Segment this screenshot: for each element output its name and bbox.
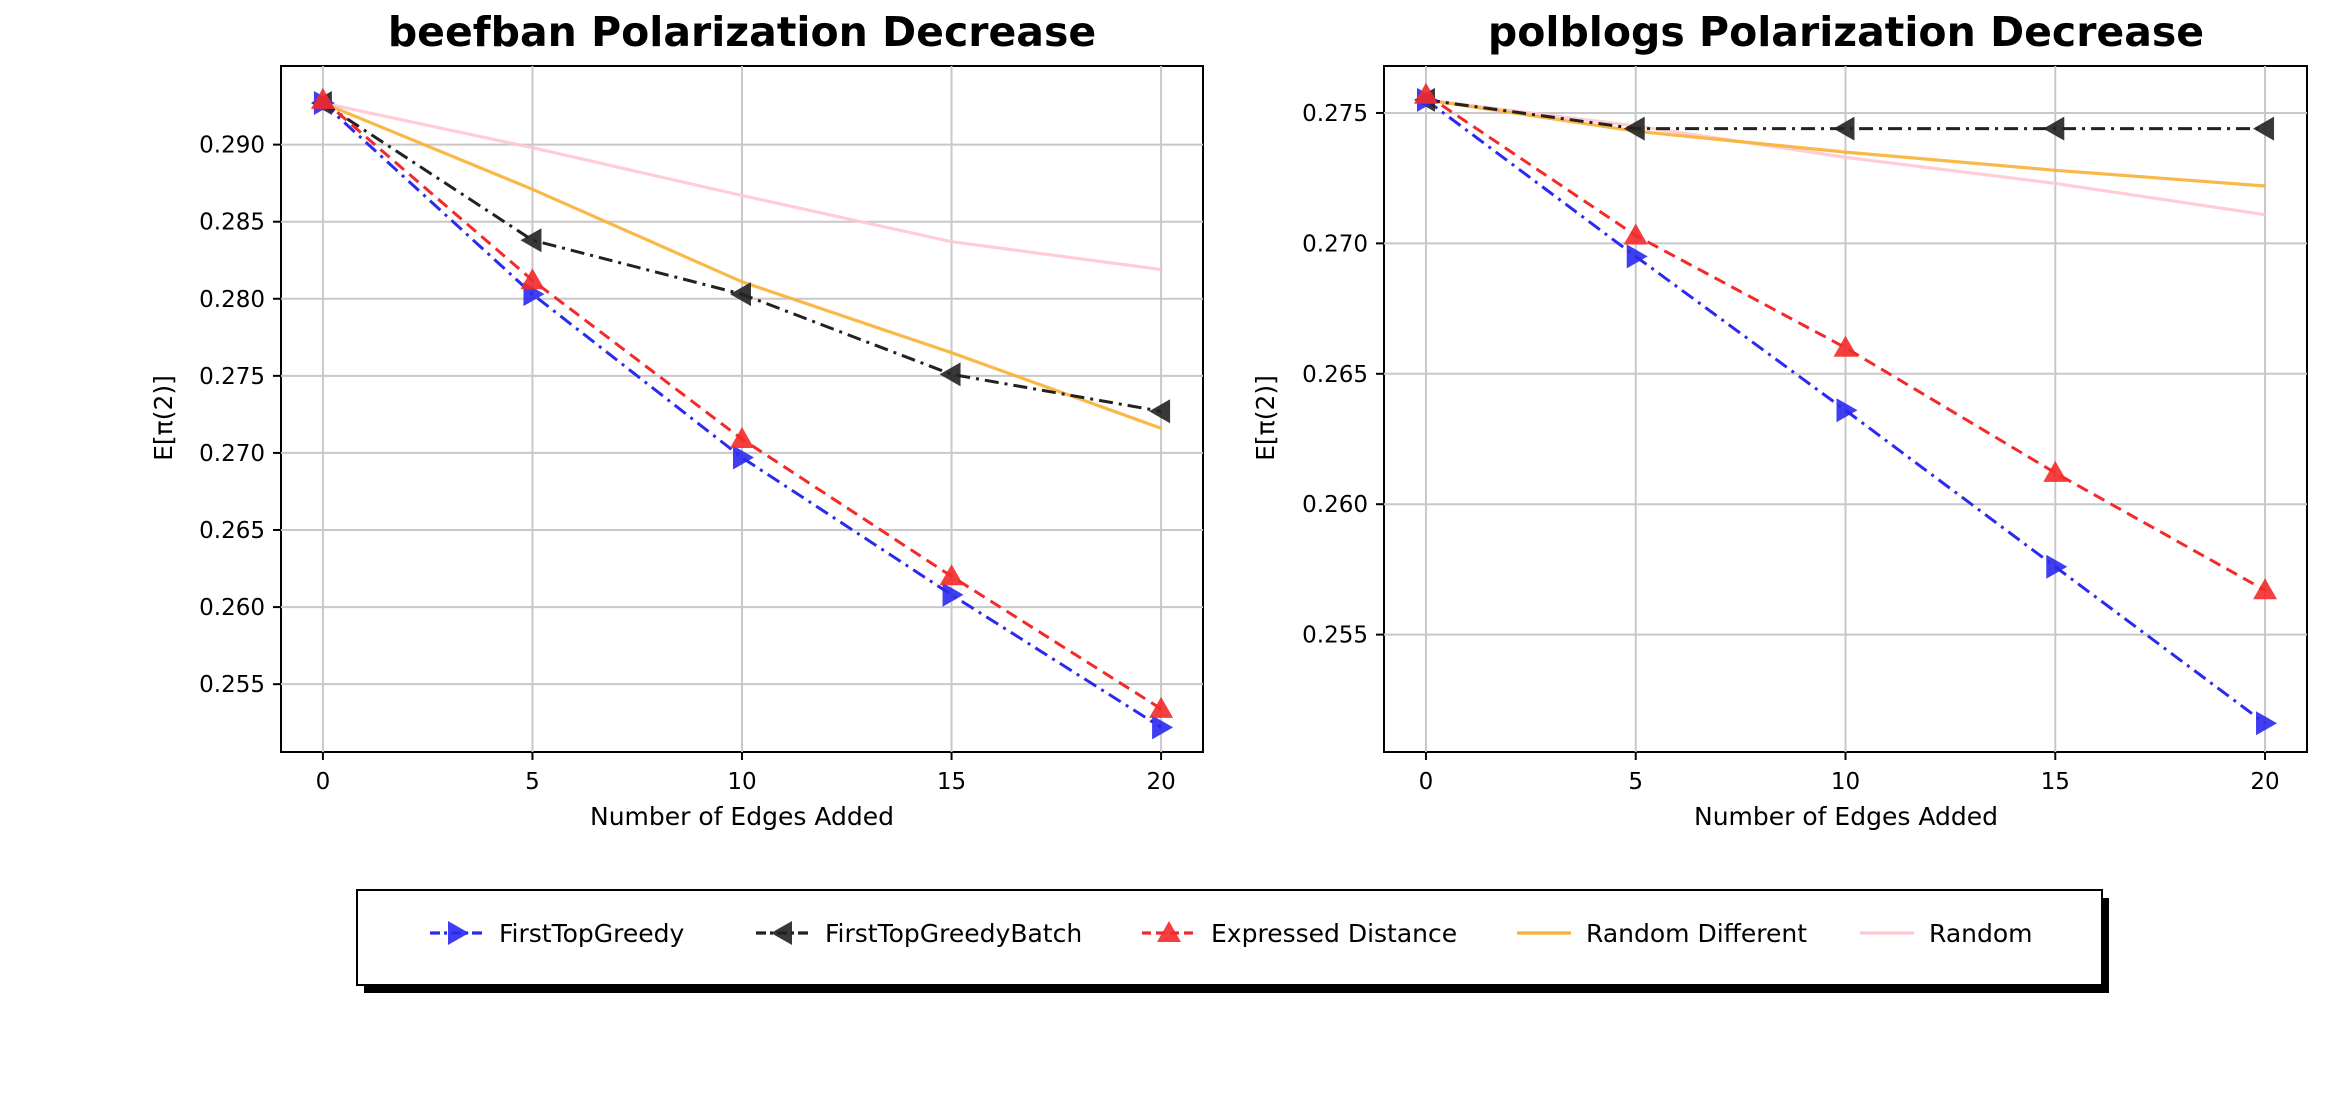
x-tick-label: 15 (2041, 769, 2070, 795)
x-tick-labels: 0 5 10 15 20 (316, 752, 1176, 795)
data-point-firsttopgreedybatch (1149, 399, 1171, 424)
series-line-firsttopgreedybatch (1425, 98, 2265, 131)
series-line-firsttopgreedy (321, 101, 1162, 729)
y-tick-label: 0.290 (199, 133, 265, 159)
y-axis-label: E[π(2)] (1251, 375, 1280, 461)
data-point-firsttopgreedy (2256, 711, 2278, 736)
panel-beefban: beefban Polarization Decrease 0 5 10 15 20 0… (149, 8, 1204, 831)
y-tick-label: 0.275 (199, 364, 265, 390)
data-point-firsttopgreedybatch (730, 282, 751, 307)
x-axis-label: Number of Edges Added (590, 802, 894, 831)
series-line-random (1425, 98, 2266, 217)
data-point-expressed-distance (1833, 335, 1858, 357)
series-lines (1425, 93, 2266, 725)
data-point-firsttopgreedybatch (520, 228, 542, 253)
legend-marker (771, 921, 792, 945)
data-point-expressed-distance (310, 87, 335, 109)
data-point-firsttopgreedy (1152, 715, 1174, 740)
data-point-expressed-distance (730, 427, 754, 449)
x-tick-label: 10 (1831, 769, 1860, 795)
series-line-firsttopgreedy (1425, 98, 2266, 725)
data-point-expressed-distance (1413, 82, 1438, 104)
legend-label: FirstTopGreedy (499, 919, 685, 948)
x-tick-label: 20 (1146, 769, 1175, 795)
y-tick-label: 0.255 (199, 672, 265, 698)
legend-label: Random Different (1586, 919, 1807, 948)
data-point-expressed-distance (520, 268, 545, 290)
legend-label: Expressed Distance (1211, 919, 1457, 948)
legend-item: Random Different (1517, 919, 1807, 948)
legend-item: Random (1860, 919, 2033, 948)
data-point-firsttopgreedybatch (2043, 116, 2065, 141)
data-point-firsttopgreedybatch (2253, 116, 2275, 141)
panel-polblogs: polblogs Polarization Decrease 0 5 10 15 20 … (1251, 8, 2308, 831)
x-tick-label: 5 (1628, 769, 1643, 795)
y-tick-label: 0.260 (1302, 492, 1368, 518)
data-point-expressed-distance (939, 564, 964, 586)
x-tick-label: 0 (1419, 769, 1434, 795)
data-point-firsttopgreedybatch (1833, 116, 1855, 141)
y-tick-label: 0.270 (199, 441, 265, 467)
data-point-firsttopgreedy (942, 582, 964, 607)
y-tick-labels: 0.255 0.260 0.265 0.270 0.275 0.280 0.285 0.290 (199, 133, 281, 698)
y-tick-label: 0.280 (199, 287, 265, 313)
y-tick-label: 0.285 (199, 210, 265, 236)
data-point-expressed-distance (1623, 223, 1648, 245)
x-tick-labels: 0 5 10 15 20 (1419, 752, 2280, 795)
legend-item: FirstTopGreedy (430, 919, 685, 948)
legend-box (356, 889, 2103, 986)
legend-marker (1157, 921, 1181, 942)
y-tick-label: 0.255 (1302, 623, 1368, 649)
data-point-firsttopgreedy (1626, 244, 1648, 269)
y-tick-label: 0.275 (1302, 101, 1368, 127)
legend-items: FirstTopGreedy FirstTopGreedyBatch Express… (430, 919, 2033, 948)
data-point-firsttopgreedy (2046, 554, 2068, 579)
y-tick-label: 0.260 (199, 595, 265, 621)
series-markers (310, 87, 1174, 740)
x-tick-label: 0 (316, 769, 331, 795)
legend-item: FirstTopGreedyBatch (756, 919, 1082, 948)
x-tick-label: 5 (525, 769, 540, 795)
x-tick-label: 10 (727, 769, 756, 795)
series-markers (1413, 82, 2278, 736)
legend-item: Expressed Distance (1142, 919, 1457, 948)
grid-lines (1384, 66, 2307, 752)
data-point-firsttopgreedybatch (939, 362, 961, 387)
data-point-expressed-distance (1149, 696, 1174, 718)
legend-label: FirstTopGreedyBatch (825, 919, 1082, 948)
grid-lines (281, 66, 1203, 752)
panel-title: beefban Polarization Decrease (388, 8, 1096, 56)
data-point-firsttopgreedy (1836, 398, 1858, 423)
x-axis-label: Number of Edges Added (1694, 802, 1998, 831)
data-point-expressed-distance (2253, 578, 2278, 600)
x-tick-label: 20 (2250, 769, 2279, 795)
y-tick-label: 0.265 (199, 518, 265, 544)
panel-title: polblogs Polarization Decrease (1488, 8, 2204, 56)
series-line-random (322, 101, 1162, 272)
series-line-random-different (322, 101, 1162, 430)
series-line-random-different (1425, 98, 2266, 188)
legend-marker (448, 921, 469, 945)
legend-label: Random (1929, 919, 2033, 948)
data-point-firsttopgreedybatch (1623, 116, 1645, 141)
data-point-expressed-distance (2043, 460, 2068, 482)
y-tick-label: 0.270 (1302, 231, 1368, 257)
data-point-firsttopgreedy (733, 445, 754, 470)
legend: FirstTopGreedy FirstTopGreedyBatch Express… (356, 889, 2109, 993)
y-tick-label: 0.265 (1302, 362, 1368, 388)
x-tick-label: 15 (937, 769, 966, 795)
y-tick-labels: 0.255 0.260 0.265 0.270 0.275 (1302, 101, 1384, 649)
y-axis-label: E[π(2)] (149, 375, 178, 461)
